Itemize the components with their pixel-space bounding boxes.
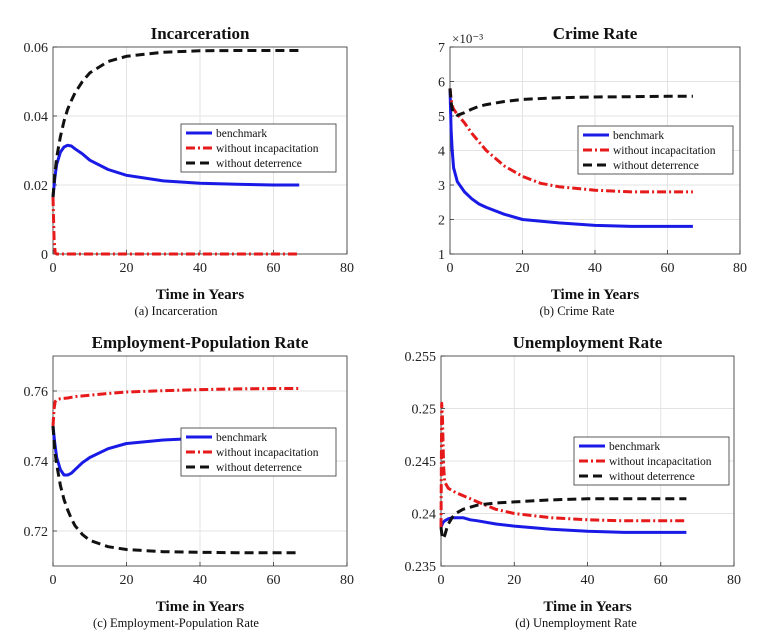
y-tick-label: 0.74: [24, 455, 49, 470]
legend-label: benchmark: [216, 432, 267, 444]
x-tick-label: 20: [507, 573, 521, 588]
x-axis-label: Time in Years: [543, 599, 631, 615]
legend-label: without incapacitation: [216, 143, 319, 155]
chart-panel-1: 0 20 40 60 80 0 0.02 0.04 0.06 Incarceration Time …: [24, 24, 355, 318]
y-tick-label: 6: [438, 76, 445, 91]
chart-title: Crime Rate: [553, 24, 638, 43]
x-axis-label: Time in Years: [156, 287, 244, 303]
series-line-without-incapacitation: [51, 197, 300, 256]
y-tick-label: 0.04: [24, 110, 49, 125]
legend-label: without deterrence: [216, 158, 302, 170]
x-tick-label: 60: [661, 261, 675, 276]
x-tick-label: 40: [581, 573, 595, 588]
x-axis-label: Time in Years: [551, 287, 639, 303]
subfigure-caption: (b) Crime Rate: [540, 304, 615, 318]
legend-label: without incapacitation: [609, 456, 712, 468]
y-tick-label: 3: [438, 179, 445, 194]
legend: benchmark without incapacitation without d…: [180, 123, 337, 173]
x-tick-label: 40: [588, 261, 602, 276]
x-tick-label: 60: [267, 573, 281, 588]
y-tick-label: 0.02: [24, 179, 49, 194]
subfigure-caption: (c) Employment-Population Rate: [93, 616, 259, 630]
subfigure-caption: (a) Incarceration: [135, 304, 219, 318]
x-tick-label: 0: [50, 573, 57, 588]
x-tick-label: 80: [733, 261, 747, 276]
legend: benchmark without incapacitation without d…: [577, 125, 734, 175]
series-line-without-deterrence: [448, 88, 693, 117]
y-tick-label: 0.24: [412, 508, 437, 523]
chart-panel-4: 0 20 40 60 80 0.235 0.24 0.245 0.25 0.255 Unemploy…: [405, 333, 742, 630]
chart-panel-2: 0 20 40 60 80 1 2 3 4 5 6 7 ×10⁻³ Crime Rate Time in Y…: [438, 24, 747, 318]
x-axis-label: Time in Years: [156, 599, 244, 615]
x-tick-label: 0: [50, 261, 57, 276]
legend-label: benchmark: [216, 128, 267, 140]
series-line-without-deterrence: [51, 425, 300, 555]
y-tick-label: 0: [41, 248, 48, 263]
x-tick-label: 0: [447, 261, 454, 276]
y-tick-label: 2: [438, 214, 445, 229]
x-tick-label: 20: [120, 261, 134, 276]
y-tick-label: 0.245: [405, 455, 437, 470]
legend: benchmark without incapacitation without d…: [180, 427, 337, 477]
chart-title: Employment-Population Rate: [92, 333, 309, 352]
x-tick-label: 60: [267, 261, 281, 276]
legend-label: without incapacitation: [613, 145, 716, 157]
series-line-benchmark: [448, 88, 693, 228]
chart-title: Incarceration: [151, 24, 250, 43]
x-tick-label: 80: [727, 573, 741, 588]
x-tick-label: 20: [120, 573, 134, 588]
legend-label: without deterrence: [609, 471, 695, 483]
series-line-benchmark: [439, 516, 687, 534]
series-line-without-incapacitation: [51, 387, 300, 427]
x-tick-label: 40: [193, 573, 207, 588]
x-tick-label: 60: [654, 573, 668, 588]
legend-label: without deterrence: [216, 462, 302, 474]
series-line-without-deterrence: [439, 497, 687, 541]
y-tick-label: 1: [438, 248, 445, 263]
legend-label: without incapacitation: [216, 447, 319, 459]
subfigure-caption: (d) Unemployment Rate: [515, 616, 637, 630]
x-tick-label: 80: [340, 261, 354, 276]
y-tick-label: 4: [438, 145, 445, 160]
chart-panel-3: 0 20 40 60 80 0.72 0.74 0.76 Employment-Populati…: [24, 333, 355, 630]
y-tick-label: 0.235: [405, 560, 437, 575]
legend-label: benchmark: [609, 441, 660, 453]
axis-multiplier: ×10⁻³: [452, 31, 483, 46]
series-line-without-incapacitation: [439, 401, 687, 528]
y-tick-label: 0.76: [24, 385, 49, 400]
y-tick-label: 0.72: [24, 525, 49, 540]
series-line-benchmark: [51, 143, 300, 198]
series-line-without-deterrence: [51, 49, 300, 198]
legend: benchmark without incapacitation without d…: [573, 436, 730, 486]
x-tick-label: 40: [193, 261, 207, 276]
y-tick-label: 0.06: [24, 41, 49, 56]
x-tick-label: 80: [340, 573, 354, 588]
x-tick-label: 0: [438, 573, 445, 588]
x-tick-label: 20: [516, 261, 530, 276]
y-tick-label: 7: [438, 41, 445, 56]
y-tick-label: 5: [438, 110, 445, 125]
y-tick-label: 0.255: [405, 350, 437, 365]
y-tick-label: 0.25: [412, 403, 437, 418]
legend-label: benchmark: [613, 130, 664, 142]
legend-label: without deterrence: [613, 160, 699, 172]
chart-title: Unemployment Rate: [513, 333, 663, 352]
